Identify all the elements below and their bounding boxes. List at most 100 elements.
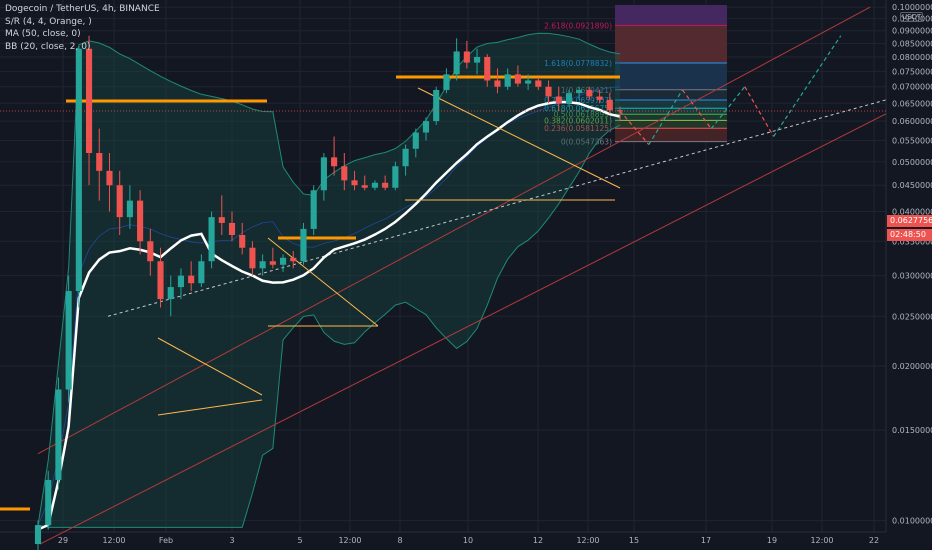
candle-body-18 [218,217,225,223]
candle-body-45 [494,80,501,87]
candle-body-57 [616,110,624,112]
currency-badge[interactable]: USDT [900,12,924,22]
candle-body-16 [198,261,205,284]
y-tick-label-1: 0.0150000 [892,426,932,435]
candle-body-39 [433,89,440,122]
candle-body-53 [576,89,583,94]
fib-level-label-3: 0.786(0.0659707) [544,96,612,105]
fib-zone-7 [615,120,727,129]
y-tick-label-18: 0.1000000 [892,3,932,12]
candle-body-1 [45,479,52,526]
y-tick-label-6: 0.0400000 [892,207,932,216]
fib-level-label-8: 0(0.0547363) [561,138,612,147]
y-tick-label-2: 0.0200000 [892,362,932,371]
legend-indicator-sr: S/R (4, 4, Orange, ) [5,16,92,27]
y-tick-label-14: 0.0800000 [892,53,932,62]
candle-body-10 [137,200,144,242]
candle-body-7 [106,170,113,186]
y-tick-label-0: 0.0100000 [892,517,932,526]
candle-body-47 [514,74,521,84]
candle-body-48 [525,80,532,84]
channel-lower-line [39,113,887,545]
bollinger-basis-line [37,86,621,526]
chart-legend: Dogecoin / TetherUS, 4h, BINANCE S/R (4,… [5,3,160,53]
y-tick-label-17: 0.0950000 [892,15,932,24]
candle-body-49 [535,80,542,87]
legend-indicator-ma: MA (50, close, 0) [5,29,81,39]
candle-body-35 [392,166,399,188]
y-tick-label-5: 0.0350000 [892,237,932,246]
candle-body-13 [167,287,174,300]
x-tick-label-0: 29 [58,536,68,545]
bar-countdown-label: 02:48:50 [887,229,932,241]
pattern-line-1 [157,399,263,416]
fib-zone-1 [615,25,727,63]
bollinger-upper-line [37,32,621,526]
y-tick-label-9: 0.0550000 [892,137,932,146]
legend-indicator-bb: BB (20, close, 2, 0) [5,41,91,52]
fib-level-label-0: 2.618(0.0921890) [544,21,612,30]
y-tick-label-11: 0.0650000 [892,99,932,108]
fib-level-label-4: 0.618(0.0635675) [544,104,612,113]
x-tick-label-6: 8 [397,536,402,545]
y-tick-label-10: 0.0600000 [892,117,932,126]
legend-title: Dogecoin / TetherUS, 4h, BINANCE [5,4,160,14]
x-tick-label-13: 12:00 [810,536,833,545]
candle-body-24 [279,257,287,265]
candle-body-38 [422,121,430,133]
x-tick-label-12: 19 [767,536,777,545]
moving-average-line [37,100,621,531]
candle-body-31 [351,180,358,186]
candle-body-44 [484,56,491,81]
fib-zone-2 [615,62,727,90]
candle-body-2 [55,389,62,480]
y-tick-label-4: 0.0300000 [892,272,932,281]
candle-body-28 [320,157,327,191]
candle-body-36 [402,148,409,167]
projection-segment-0-1 [648,89,683,145]
candle-body-23 [269,261,276,265]
candle-body-4 [75,48,82,292]
x-tick-label-4: 5 [297,536,302,545]
candle-body-14 [177,275,185,288]
last-price-label: 0.0627756 [887,215,932,227]
x-tick-label-5: 12:00 [338,536,361,545]
fib-zone-0 [615,5,727,26]
candle-body-40 [443,74,450,90]
candle-body-30 [341,166,348,181]
x-tick-label-14: 22 [869,536,879,545]
candle-body-42 [463,51,470,63]
candle-body-56 [606,99,613,111]
x-tick-label-7: 10 [463,536,473,545]
x-tick-label-3: 3 [229,536,234,545]
candle-body-50 [545,86,552,97]
pattern-line-0 [157,337,263,396]
fib-zone-6 [615,114,727,121]
projection-segment-0-4 [744,86,775,137]
candle-body-46 [504,74,511,87]
projection-segment-0-3 [710,86,746,130]
candle-body-55 [596,96,603,100]
candle-body-8 [116,185,123,218]
candle-body-3 [65,291,72,390]
x-tick-label-10: 15 [629,536,639,545]
y-tick-label-7: 0.0450000 [892,181,932,190]
candle-body-17 [208,217,215,262]
candle-body-33 [371,182,379,188]
bollinger-band-fill [38,33,620,528]
candle-body-6 [96,153,103,171]
projection-segment-0-5 [773,35,842,137]
x-tick-label-2: Feb [159,536,173,545]
fib-zone-5 [615,108,727,115]
y-tick-label-8: 0.0500000 [892,158,932,167]
fib-level-label-5: 0.5(0.0618899) [554,110,612,119]
dashed-trendline [107,99,887,317]
projection-segment-0-0 [619,110,650,145]
candle-body-25 [290,257,297,262]
candle-body-11 [147,241,154,262]
candle-body-27 [310,190,317,229]
candle-body-51 [555,96,562,104]
y-tick-label-15: 0.0850000 [892,39,932,48]
